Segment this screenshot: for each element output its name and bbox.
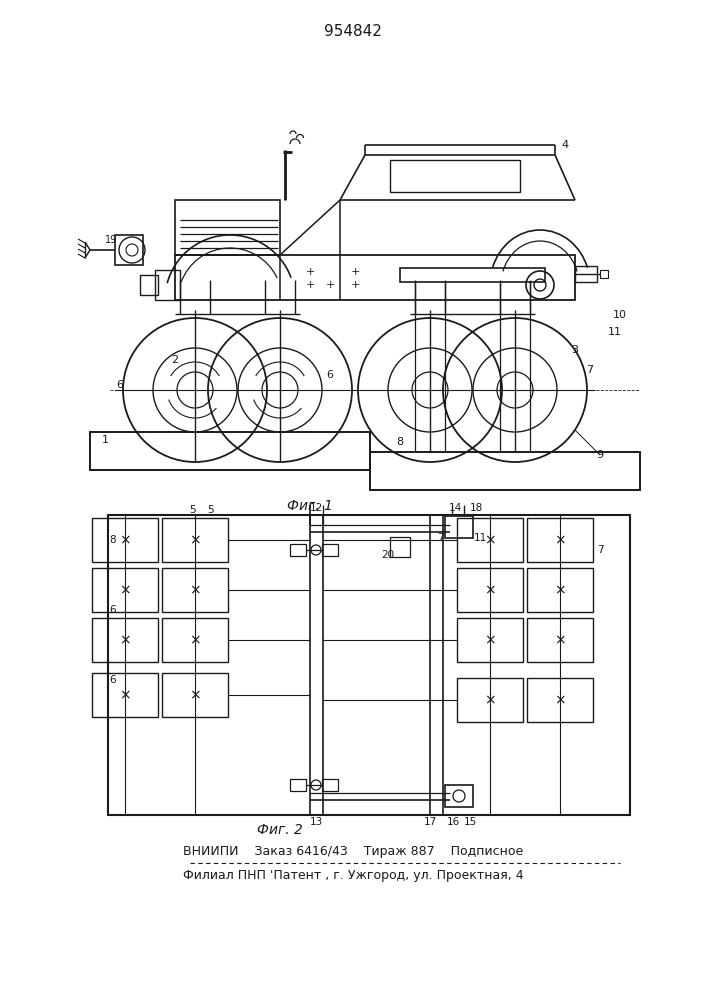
Bar	[527, 678, 593, 722]
Text: +: +	[350, 267, 360, 277]
Text: 12: 12	[310, 503, 322, 513]
Text: 20: 20	[382, 550, 395, 560]
Text: ×: ×	[554, 693, 566, 707]
Bar	[322, 779, 338, 791]
Bar	[92, 673, 158, 717]
Text: 2: 2	[171, 355, 179, 365]
Text: 15: 15	[463, 817, 477, 827]
Text: 1: 1	[102, 435, 108, 445]
Bar	[162, 673, 228, 717]
Bar	[162, 568, 228, 612]
Text: +: +	[305, 280, 315, 290]
Bar	[527, 618, 593, 662]
Bar	[457, 518, 523, 562]
Text: Фиг. 2: Фиг. 2	[257, 823, 303, 837]
Text: 11: 11	[608, 327, 622, 337]
Text: 8: 8	[110, 535, 117, 545]
Text: ×: ×	[189, 583, 201, 597]
Text: +: +	[325, 280, 334, 290]
Text: ×: ×	[119, 688, 131, 702]
Text: 19: 19	[105, 235, 117, 245]
Text: 7: 7	[437, 533, 443, 543]
Text: ×: ×	[189, 533, 201, 547]
Text: ×: ×	[484, 533, 496, 547]
Text: 3: 3	[571, 345, 578, 355]
Bar	[527, 568, 593, 612]
Text: 6: 6	[327, 370, 334, 380]
Bar	[527, 518, 593, 562]
Bar	[290, 779, 306, 791]
Text: 5: 5	[206, 505, 214, 515]
Bar	[457, 678, 523, 722]
Text: 11: 11	[474, 533, 486, 543]
Bar	[162, 618, 228, 662]
Bar	[322, 544, 338, 556]
Text: ×: ×	[554, 633, 566, 647]
Bar	[92, 618, 158, 662]
Text: 10: 10	[613, 310, 627, 320]
Text: ×: ×	[554, 533, 566, 547]
Bar	[457, 568, 523, 612]
Text: ×: ×	[119, 583, 131, 597]
Text: ×: ×	[554, 583, 566, 597]
Text: 6: 6	[110, 675, 117, 685]
Text: 8: 8	[397, 437, 404, 447]
Text: 7: 7	[597, 545, 603, 555]
Text: ×: ×	[119, 633, 131, 647]
Text: 6: 6	[117, 380, 124, 390]
Text: ×: ×	[484, 633, 496, 647]
Text: Фиг. 1: Фиг. 1	[287, 499, 333, 513]
Text: 9: 9	[597, 450, 604, 460]
Bar	[400, 268, 545, 282]
Bar	[92, 568, 158, 612]
Bar	[445, 516, 473, 538]
Bar	[457, 618, 523, 662]
Text: 18: 18	[469, 503, 483, 513]
Text: 7: 7	[586, 365, 594, 375]
Text: 16: 16	[446, 817, 460, 827]
Text: 5: 5	[189, 505, 197, 515]
Text: +: +	[350, 280, 360, 290]
Bar	[290, 544, 306, 556]
Text: 17: 17	[423, 817, 437, 827]
Bar	[162, 518, 228, 562]
Text: 4: 4	[561, 140, 568, 150]
Text: ×: ×	[189, 633, 201, 647]
Text: +: +	[305, 267, 315, 277]
Bar	[445, 785, 473, 807]
Bar	[92, 518, 158, 562]
Text: ×: ×	[484, 583, 496, 597]
Bar	[390, 160, 520, 192]
Text: 954842: 954842	[324, 24, 382, 39]
Text: ×: ×	[119, 533, 131, 547]
Text: ×: ×	[484, 693, 496, 707]
Bar	[90, 432, 370, 470]
Bar	[390, 537, 410, 557]
Text: ВНИИПИ    Заказ 6416/43    Тираж 887    Подписное: ВНИИПИ Заказ 6416/43 Тираж 887 Подписное	[183, 846, 523, 858]
Bar	[108, 515, 630, 815]
Bar	[370, 452, 640, 490]
Text: ×: ×	[189, 688, 201, 702]
Text: 14: 14	[448, 503, 462, 513]
Bar	[175, 200, 280, 255]
Bar	[600, 270, 608, 278]
Bar	[175, 255, 575, 300]
Bar	[155, 270, 180, 300]
Text: 13: 13	[310, 817, 322, 827]
Bar	[575, 266, 597, 282]
Bar	[115, 235, 143, 265]
Text: Филиал ПНП 'Патент , г. Ужгород, ул. Проектная, 4: Филиал ПНП 'Патент , г. Ужгород, ул. Про…	[182, 869, 523, 882]
Bar	[140, 275, 158, 295]
Text: 6: 6	[110, 605, 117, 615]
